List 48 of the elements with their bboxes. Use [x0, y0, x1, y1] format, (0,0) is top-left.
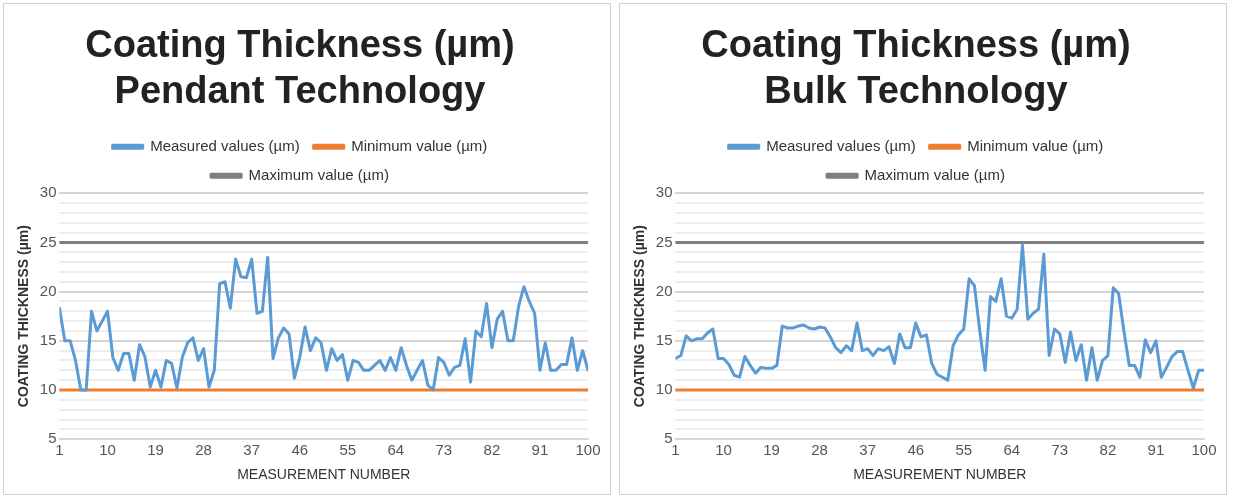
x-tick-label: 64 — [387, 441, 405, 459]
y-tick-label: 25 — [655, 232, 673, 250]
legend-label: Minimum value (µm) — [351, 136, 488, 154]
y-tick-label: 10 — [39, 380, 57, 398]
x-tick-label: 82 — [483, 441, 501, 459]
x-tick-label: 28 — [195, 441, 212, 459]
x-tick-label: 46 — [291, 441, 309, 459]
x-tick-label: 1 — [671, 441, 680, 459]
x-tick-label: 55 — [339, 441, 357, 459]
legend-label: Maximum value (µm) — [248, 165, 389, 183]
y-tick-label: 25 — [39, 232, 57, 250]
x-tick-label: 100 — [1191, 441, 1217, 459]
x-tick-label: 37 — [859, 441, 877, 459]
legend-label: Maximum value (µm) — [864, 165, 1005, 183]
x-tick-label: 73 — [1051, 441, 1069, 459]
x-tick-label: 10 — [99, 441, 116, 459]
y-tick-label: 30 — [655, 183, 673, 201]
x-tick-label: 37 — [243, 441, 261, 459]
y-tick-label: 20 — [655, 281, 673, 299]
x-tick-label: 28 — [811, 441, 828, 459]
x-tick-label: 10 — [715, 441, 732, 459]
x-tick-label: 64 — [1003, 441, 1021, 459]
x-tick-label: 91 — [531, 441, 549, 459]
x-tick-label: 19 — [763, 441, 780, 459]
x-axis-title: MEASUREMENT NUMBER — [853, 466, 1027, 483]
y-tick-label: 20 — [39, 281, 57, 299]
x-tick-label: 82 — [1099, 441, 1117, 459]
x-tick-label: 73 — [435, 441, 453, 459]
y-tick-label: 15 — [655, 330, 673, 348]
y-tick-label: 5 — [664, 429, 673, 447]
x-tick-label: 46 — [907, 441, 925, 459]
y-tick-label: 10 — [655, 380, 673, 398]
legend-label: Measured values (µm) — [766, 136, 916, 154]
x-axis-title: MEASUREMENT NUMBER — [237, 466, 411, 483]
x-tick-label: 19 — [147, 441, 164, 459]
y-axis-title: COATING THICKNESS (µm) — [631, 225, 648, 408]
x-tick-label: 100 — [575, 441, 601, 459]
chart-title: Coating Thickness (µm) Pendant Technology — [85, 23, 515, 111]
y-tick-label: 5 — [48, 429, 57, 447]
y-axis-title: COATING THICKNESS (µm) — [15, 225, 32, 408]
y-tick-label: 30 — [39, 183, 57, 201]
legend-label: Measured values (µm) — [150, 136, 300, 154]
x-tick-label: 91 — [1147, 441, 1165, 459]
chart-title: Coating Thickness (µm) Bulk Technology — [701, 23, 1131, 111]
x-tick-label: 1 — [55, 441, 64, 459]
x-tick-label: 55 — [955, 441, 973, 459]
legend-label: Minimum value (µm) — [967, 136, 1104, 154]
y-tick-label: 15 — [39, 330, 57, 348]
